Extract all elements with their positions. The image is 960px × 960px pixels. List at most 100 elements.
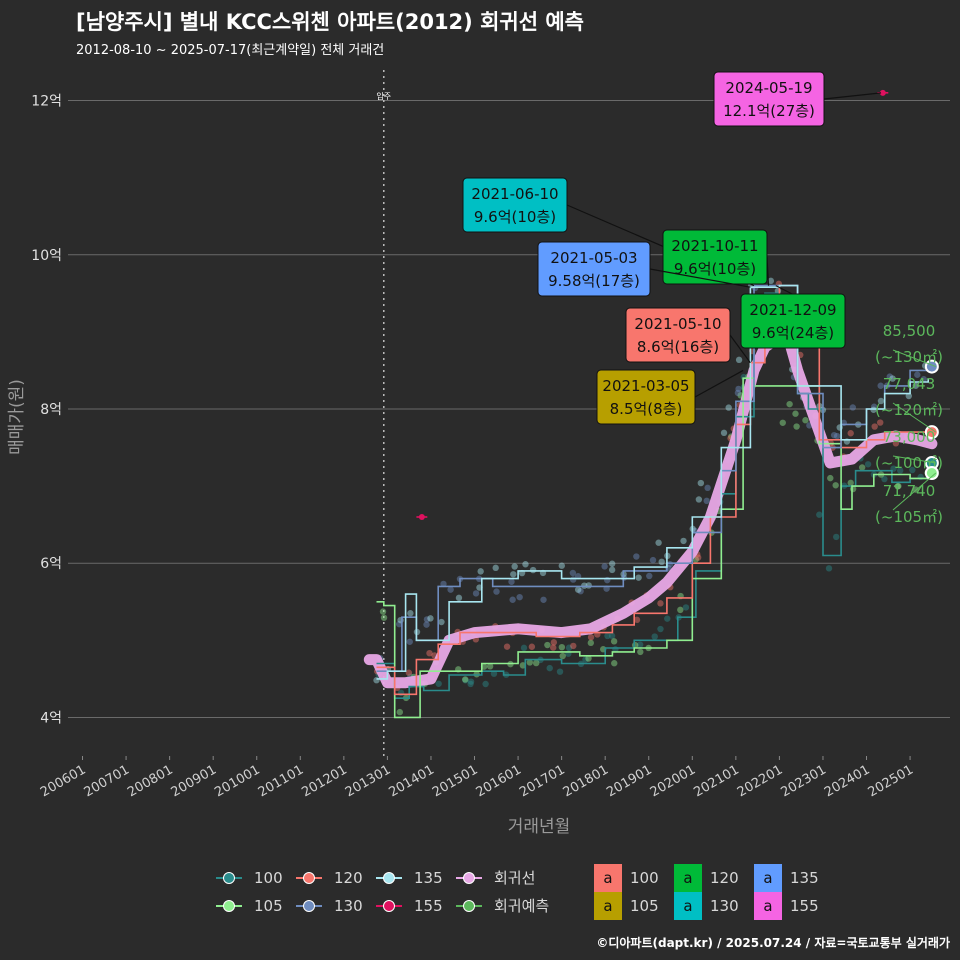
- trade-point: [423, 621, 430, 628]
- legend-line-label: 회귀선: [494, 869, 535, 887]
- y-axis-title: 매매가(원): [7, 379, 27, 455]
- prediction-value: 77,043: [883, 375, 936, 393]
- trade-point: [849, 404, 857, 411]
- x-tick-label: 200701: [82, 762, 132, 800]
- trade-point: [881, 475, 888, 483]
- trade-point: [836, 424, 843, 431]
- legend-box-label: 120: [710, 869, 739, 887]
- trade-point: [407, 610, 414, 617]
- trade-point: [585, 655, 592, 662]
- prediction-area: (~130㎡): [875, 348, 943, 366]
- x-tick-label: 201501: [430, 762, 480, 800]
- trade-point: [435, 680, 442, 687]
- x-tick-label: 201601: [474, 762, 524, 800]
- x-tick-label: 201701: [517, 762, 567, 800]
- trade-point: [682, 604, 690, 611]
- legend-point-swatch: [303, 872, 315, 884]
- trade-point: [529, 566, 537, 574]
- trade-point: [833, 533, 840, 541]
- trade-point: [510, 571, 517, 578]
- trade-point: [426, 649, 433, 657]
- annotation-box: [713, 71, 825, 127]
- trade-point: [540, 596, 547, 603]
- trade-point: [786, 400, 793, 408]
- trade-point: [608, 566, 616, 574]
- trade-point: [664, 615, 671, 622]
- y-tick-label: 12억: [31, 94, 62, 110]
- annotation-box: [462, 177, 568, 233]
- trade-point: [405, 669, 413, 676]
- trade-point: [920, 376, 928, 383]
- x-tick-label: 200601: [38, 762, 88, 800]
- legend-box-swatch: [754, 864, 782, 892]
- legend-box-label: 100: [630, 869, 659, 887]
- x-tick-label: 201801: [561, 762, 611, 800]
- x-tick-label: 201901: [604, 762, 654, 800]
- trade-point: [604, 632, 611, 640]
- annotation-box: [662, 229, 768, 285]
- trade-point: [802, 417, 809, 424]
- legend-box-swatch: [594, 864, 622, 892]
- trade-point: [767, 277, 775, 285]
- trade-point: [894, 483, 901, 490]
- trade-point: [637, 648, 644, 656]
- trade-point: [725, 404, 732, 411]
- prediction-area: (~120㎡): [875, 401, 943, 419]
- annotation-date: 2021-12-09: [749, 301, 836, 319]
- annotation-leader: [649, 268, 751, 288]
- annotation-value: 8.5억(8층): [610, 400, 683, 418]
- trade-point: [735, 385, 742, 393]
- trade-point: [519, 662, 527, 669]
- legend-box-glyph: a: [603, 897, 612, 915]
- trade-point: [482, 680, 489, 688]
- trade-point: [827, 474, 834, 482]
- trade-point: [486, 663, 494, 670]
- legend-box-swatch: [674, 864, 702, 892]
- prediction-value: 85,500: [883, 322, 936, 340]
- trade-point: [455, 594, 463, 602]
- legend-box-glyph: a: [763, 897, 772, 915]
- trade-point: [528, 643, 536, 650]
- trade-point: [565, 644, 573, 651]
- annotation-box: [537, 241, 651, 297]
- x-tick-label: 201001: [212, 762, 262, 800]
- trade-point: [889, 375, 896, 382]
- trade-point: [516, 593, 523, 601]
- trade-point: [864, 461, 872, 468]
- x-tick-label: 201201: [299, 762, 349, 800]
- legend-line-label: 155: [414, 897, 443, 915]
- annotation-date: 2021-10-11: [671, 237, 758, 255]
- prediction-area: (~100㎡): [875, 454, 943, 472]
- legend-box-label: 155: [790, 897, 819, 915]
- trade-point: [886, 373, 893, 380]
- x-tick-label: 202001: [648, 762, 698, 800]
- legend-line-label: 105: [254, 897, 283, 915]
- trade-point: [912, 382, 920, 389]
- x-tick-label: 202401: [822, 762, 872, 800]
- annotation-value: 9.58억(17층): [548, 272, 640, 290]
- trade-point: [396, 620, 403, 628]
- trade-point: [526, 659, 533, 666]
- annotation-date: 2021-06-10: [471, 185, 558, 203]
- trade-point: [406, 638, 413, 645]
- trade-point: [427, 615, 434, 622]
- chart-title: [남양주시] 별내 KCC스위첸 아파트(2012) 회귀선 예측: [76, 10, 584, 34]
- y-tick-label: 4억: [40, 710, 62, 726]
- x-tick-label: 200901: [169, 762, 219, 800]
- trade-point: [508, 578, 515, 585]
- legend-box-label: 135: [790, 869, 819, 887]
- prediction-value: 73,000: [883, 428, 936, 446]
- trade-point: [493, 588, 500, 595]
- trade-point: [779, 419, 786, 426]
- trade-point-155: [418, 513, 425, 520]
- trade-point: [467, 680, 474, 688]
- legend-line-label: 135: [414, 869, 443, 887]
- legend-line-label: 120: [334, 869, 363, 887]
- trade-point: [703, 497, 710, 505]
- x-tick-label: 202301: [778, 762, 828, 800]
- legend-point-swatch: [223, 900, 235, 912]
- x-tick-label: 200801: [125, 762, 175, 800]
- trade-point: [477, 568, 484, 575]
- x-tick-label: 201401: [386, 762, 436, 800]
- trade-point: [379, 608, 387, 615]
